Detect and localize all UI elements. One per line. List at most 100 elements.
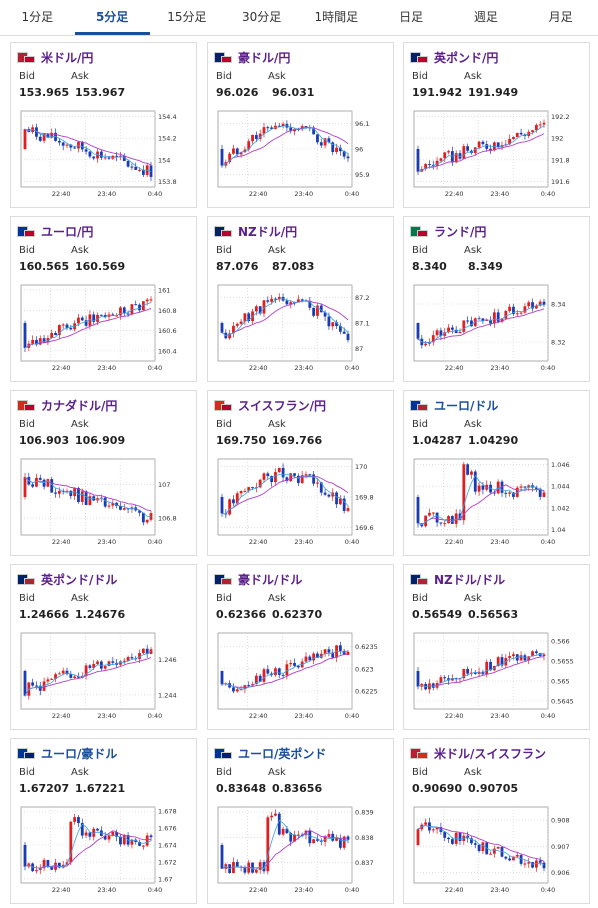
candle-body: [258, 675, 262, 682]
candle-body: [42, 133, 46, 141]
candlestick-chart[interactable]: 1.678 1.676 1.674 1.672 1.67 22:40 23:40 0:40: [19, 803, 191, 899]
rate-card[interactable]: ユーロ/英ポンド Bid Ask 0.83648 0.83656 0.839 0.838 0.…: [207, 738, 394, 904]
candle-body: [431, 164, 435, 166]
candle-body: [270, 673, 274, 676]
candle-body: [103, 835, 107, 840]
rate-card[interactable]: ランド/円 Bid Ask 8.340 8.349 8.34 8.32 22:40 23:40 0…: [403, 216, 590, 382]
rate-card[interactable]: 米ドル/スイスフラン Bid Ask 0.90690 0.90705 0.908 0.907…: [403, 738, 590, 904]
candlestick-chart[interactable]: 87.2 87.1 87 22:40 23:40 0:40: [216, 281, 388, 377]
pair-name[interactable]: ランド/円: [434, 224, 487, 239]
candlestick-chart[interactable]: 161 160.8 160.6 160.4 22:40 23:40 0:40: [19, 281, 191, 377]
candlestick-chart[interactable]: 170 169.8 169.6 22:40 23:40 0:40: [216, 455, 388, 551]
rate-card[interactable]: 米ドル/円 Bid Ask 153.965 153.967 154.4 154.2 154 15…: [10, 42, 197, 208]
candle-body: [346, 333, 350, 341]
tab-5[interactable]: 日足: [399, 10, 424, 24]
za-jp-flag-icon: [410, 225, 428, 237]
x-tick-label: 22:40: [52, 538, 71, 546]
pair-name[interactable]: ユーロ/豪ドル: [41, 746, 118, 761]
tab-3[interactable]: 30分足: [241, 10, 282, 24]
candle-body: [80, 823, 84, 836]
candle-body: [316, 134, 319, 143]
ask-value: 0.62370: [272, 608, 323, 621]
candle-body: [342, 331, 346, 334]
candle-body: [296, 299, 300, 303]
candlestick-chart[interactable]: 0.908 0.907 0.906 22:40 23:40 0:40: [412, 803, 584, 899]
pair-name[interactable]: ユーロ/円: [41, 224, 94, 239]
candlestick-chart[interactable]: 0.6235 0.623 0.6225 22:40 23:40 0:40: [216, 629, 388, 725]
bid-ask-labels: Bid Ask: [19, 71, 89, 82]
candle-body: [23, 129, 27, 149]
candlestick-chart[interactable]: 1.246 1.244 22:40 23:40 0:40: [19, 629, 191, 725]
candle-body: [262, 300, 266, 314]
rate-card[interactable]: カナダドル/円 Bid Ask 106.903 106.909 107 106.8 22:40…: [10, 390, 197, 556]
candlestick-chart[interactable]: 0.566 0.5655 0.565 0.5645 22:40 23:40 0:40: [412, 629, 584, 725]
bid-ask-labels: Bid Ask: [216, 245, 286, 256]
candle-body: [96, 151, 99, 159]
pair-name[interactable]: NZドル/円: [238, 224, 298, 239]
candle-body: [103, 497, 107, 507]
candle-body: [496, 142, 500, 148]
tab-4[interactable]: 1時間足: [314, 10, 359, 24]
rate-card[interactable]: ユーロ/円 Bid Ask 160.565 160.569 161 160.8 160.6 16…: [10, 216, 197, 382]
candle-body: [228, 153, 232, 163]
tab-1[interactable]: 5分足: [74, 0, 150, 35]
pair-name[interactable]: 米ドル/スイスフラン: [434, 746, 547, 761]
candle-body: [534, 487, 538, 489]
tab-6[interactable]: 週足: [473, 10, 498, 24]
candle-body: [331, 652, 335, 658]
pair-name[interactable]: 米ドル/円: [41, 50, 94, 65]
tab-0[interactable]: 1分足: [21, 10, 54, 24]
candle-body: [31, 484, 35, 487]
candlestick-chart[interactable]: 96.1 96 95.9 22:40 23:40 0:40: [216, 107, 388, 203]
candle-body: [466, 146, 470, 151]
candle-body: [130, 839, 134, 845]
candle-body: [46, 479, 50, 487]
bid-label: Bid: [216, 419, 232, 430]
rate-card[interactable]: 豪ドル/円 Bid Ask 96.026 96.031 96.1 96 95.9 22:40 23…: [207, 42, 394, 208]
flag-quote: [221, 577, 232, 585]
candlestick-chart[interactable]: 154.4 154.2 154 153.8 22:40 23:40 0:40: [19, 107, 191, 203]
rate-card[interactable]: ユーロ/豪ドル Bid Ask 1.67207 1.67221 1.678 1.676 1.6…: [10, 738, 197, 904]
rate-card[interactable]: ユーロ/ドル Bid Ask 1.04287 1.04290 1.046 1.044 1.04…: [403, 390, 590, 556]
rate-card[interactable]: スイスフラン/円 Bid Ask 169.750 169.766 170 169.8 169.…: [207, 390, 394, 556]
candlestick-chart[interactable]: 0.839 0.838 0.837 22:40 23:40 0:40: [216, 803, 388, 899]
x-tick-label: 0:40: [345, 538, 360, 546]
pair-name[interactable]: ユーロ/英ポンド: [238, 746, 327, 761]
candle-body: [466, 464, 470, 475]
candlestick-chart[interactable]: 107 106.8 22:40 23:40 0:40: [19, 455, 191, 551]
candlestick-chart[interactable]: 8.34 8.32 22:40 23:40 0:40: [412, 281, 584, 377]
y-tick-label: 1.042: [551, 504, 570, 512]
x-tick-label: 23:40: [490, 538, 509, 546]
flag-quote: [221, 751, 232, 759]
tab-2[interactable]: 15分足: [167, 10, 207, 24]
candlestick-chart[interactable]: 192.2 192 191.8 191.6 22:40 23:40 0:40: [412, 107, 584, 203]
pair-name[interactable]: 豪ドル/円: [238, 50, 291, 65]
pair-name[interactable]: スイスフラン/円: [238, 398, 327, 413]
x-tick-label: 23:40: [490, 712, 509, 720]
rate-card[interactable]: 豪ドル/ドル Bid Ask 0.62366 0.62370 0.6235 0.623 0.6…: [207, 564, 394, 730]
pair-name[interactable]: 豪ドル/ドル: [238, 572, 303, 587]
pair-name[interactable]: NZドル/ドル: [434, 572, 506, 587]
pair-name[interactable]: ユーロ/ドル: [434, 398, 499, 413]
candle-body: [54, 674, 57, 679]
rate-card[interactable]: NZドル/ドル Bid Ask 0.56549 0.56563 0.566 0.5655 0.…: [403, 564, 590, 730]
candle-body: [289, 302, 293, 305]
pair-name[interactable]: 英ポンド/円: [434, 50, 499, 65]
ask-value: 160.569: [75, 260, 126, 273]
tab-7[interactable]: 月足: [548, 10, 573, 24]
candlestick-chart[interactable]: 1.046 1.044 1.042 1.04 22:40 23:40 0:40: [412, 455, 584, 551]
bid-label: Bid: [216, 245, 232, 256]
candle-body: [416, 829, 420, 845]
rate-card[interactable]: 英ポンド/ドル Bid Ask 1.24666 1.24676 1.246 1.244 22:…: [10, 564, 197, 730]
candle-body: [477, 485, 481, 492]
candle-body: [346, 651, 350, 655]
pair-name[interactable]: カナダドル/円: [41, 398, 118, 413]
pair-name[interactable]: 英ポンド/ドル: [41, 572, 118, 587]
candle-body: [508, 492, 512, 494]
rate-card[interactable]: 英ポンド/円 Bid Ask 191.942 191.949 192.2 192 191.8 1…: [403, 42, 590, 208]
candle-body: [327, 649, 331, 653]
candle-body: [281, 828, 285, 835]
ask-label: Ask: [71, 767, 89, 778]
rate-card[interactable]: NZドル/円 Bid Ask 87.076 87.083 87.2 87.1 87 22:40 2…: [207, 216, 394, 382]
y-tick-label: 0.6235: [355, 643, 378, 651]
